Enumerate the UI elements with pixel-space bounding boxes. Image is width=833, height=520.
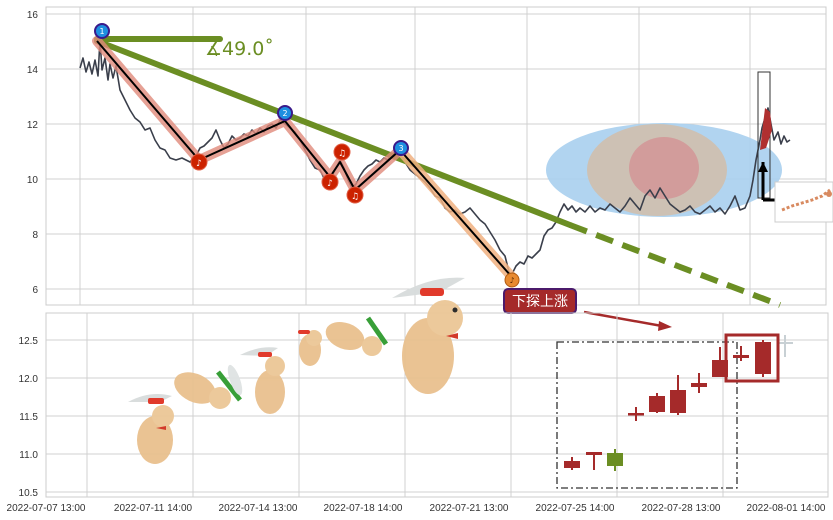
target-zone-ellipse [546, 123, 782, 217]
note-marker: ♪ [321, 173, 339, 191]
xtick: 2022-07-07 13:00 [7, 503, 86, 514]
ytick: 6 [32, 285, 38, 296]
candle [755, 340, 771, 377]
thumbnail-inset [774, 181, 833, 223]
svg-text:1: 1 [99, 27, 104, 36]
candle [628, 407, 644, 421]
wave-markers: 1 2 3 ♪ ♪ ♫ ♫ [94, 23, 520, 288]
note-marker: ♪ [190, 153, 208, 171]
note-marker: ♫ [346, 186, 364, 204]
ytick: 11.0 [19, 450, 38, 461]
xtick: 2022-07-28 13:00 [642, 503, 721, 514]
top-vgrid [79, 7, 751, 305]
ytick: 14 [27, 65, 39, 76]
candle [607, 449, 623, 471]
ytick: 11.5 [19, 412, 38, 423]
ytick: 8 [32, 230, 38, 241]
puppy-icon [174, 364, 243, 409]
puppy-icon [392, 277, 465, 394]
xtick: 2022-07-21 13:00 [430, 503, 509, 514]
puppy-icon [298, 330, 322, 366]
puppy-icon [240, 347, 285, 414]
candles [564, 335, 793, 471]
puppy-icon [128, 394, 174, 464]
candle [586, 452, 602, 470]
bottom-yaxis: 12.5 12.0 11.5 11.0 10.5 [19, 336, 39, 499]
xtick: 2022-07-14 13:00 [219, 503, 298, 514]
ytick: 16 [27, 10, 39, 21]
wave-marker-2: 2 [277, 105, 293, 121]
note-marker-orange: ♪ [504, 272, 520, 288]
svg-text:2: 2 [282, 109, 287, 118]
svg-text:♪: ♪ [509, 276, 514, 285]
xtick: 2022-08-01 14:00 [747, 503, 826, 514]
candle [691, 373, 707, 393]
svg-text:♪: ♪ [196, 159, 202, 169]
wave-marker-1: 1 [94, 23, 110, 39]
wave-marker-3: 3 [393, 140, 409, 156]
trendline-dashed [568, 222, 782, 308]
svg-text:♪: ♪ [327, 179, 333, 189]
svg-text:♫: ♫ [338, 149, 346, 159]
selection-box [556, 341, 738, 489]
top-pane: 16 14 12 10 8 6 ∡49.0˚ [27, 6, 833, 308]
angle-label: ∡49.0˚ [205, 38, 274, 60]
ytick: 12.0 [19, 374, 39, 385]
ytick: 10.5 [19, 488, 39, 499]
svg-text:3: 3 [398, 144, 403, 153]
candle [649, 393, 665, 413]
callout-text: 下探上涨 [512, 294, 568, 310]
candle [564, 457, 580, 470]
xaxis: 2022-07-07 13:00 2022-07-11 14:00 2022-0… [7, 503, 826, 514]
xtick: 2022-07-18 14:00 [324, 503, 403, 514]
puppy-icon [325, 316, 389, 356]
note-marker: ♫ [333, 143, 351, 161]
xtick: 2022-07-25 14:00 [536, 503, 615, 514]
candle [670, 375, 686, 415]
candle-ghost [777, 335, 793, 357]
callout: 下探上涨 [503, 288, 672, 331]
top-yaxis: 16 14 12 10 8 6 [27, 10, 39, 296]
highlight-box [724, 333, 780, 383]
bottom-pane: 12.5 12.0 11.5 11.0 10.5 [19, 277, 829, 499]
trendlines [94, 36, 782, 308]
candle [733, 346, 749, 361]
xtick: 2022-07-11 14:00 [114, 503, 193, 514]
candle [712, 347, 728, 377]
puppy-illustrations [128, 277, 465, 464]
ytick: 12 [27, 120, 39, 131]
svg-text:♫: ♫ [351, 192, 359, 202]
ytick: 12.5 [19, 336, 39, 347]
ytick: 10 [27, 175, 39, 186]
trendline-solid [94, 38, 573, 228]
